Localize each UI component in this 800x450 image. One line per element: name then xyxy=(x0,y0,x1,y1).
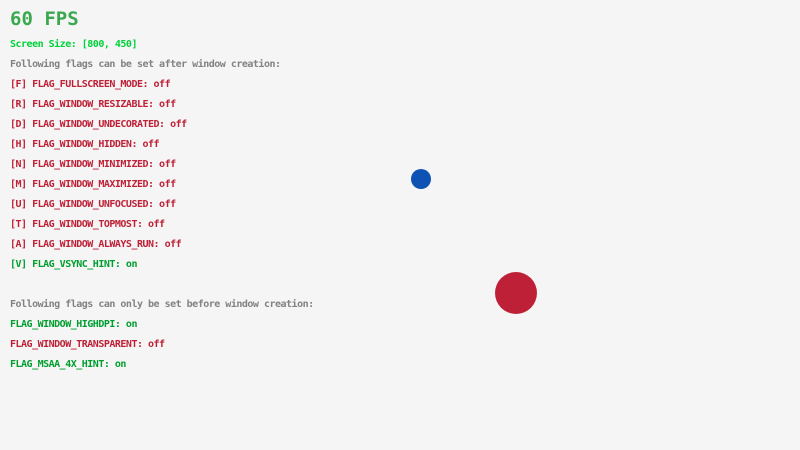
fps-counter: 60 FPS xyxy=(10,8,79,30)
red-ball xyxy=(495,272,537,314)
flag-window-always-run: [A] FLAG_WINDOW_ALWAYS_RUN: off xyxy=(10,239,182,250)
flag-window-unfocused: [U] FLAG_WINDOW_UNFOCUSED: off xyxy=(10,199,176,210)
flag-window-transparent: FLAG_WINDOW_TRANSPARENT: off xyxy=(10,339,165,350)
flag-window-resizable: [R] FLAG_WINDOW_RESIZABLE: off xyxy=(10,99,176,110)
flag-window-undecorated: [D] FLAG_WINDOW_UNDECORATED: off xyxy=(10,119,187,130)
flag-msaa-4x-hint: FLAG_MSAA_4X_HINT: on xyxy=(10,359,126,370)
blue-ball xyxy=(411,169,431,189)
flag-window-maximized: [M] FLAG_WINDOW_MAXIMIZED: off xyxy=(10,179,176,190)
flag-vsync-hint: [V] FLAG_VSYNC_HINT: on xyxy=(10,259,137,270)
after-creation-flag-list: [F] FLAG_FULLSCREEN_MODE: off [R] FLAG_W… xyxy=(10,79,187,279)
flag-window-topmost: [T] FLAG_WINDOW_TOPMOST: off xyxy=(10,219,165,230)
flag-window-hidden: [H] FLAG_WINDOW_HIDDEN: off xyxy=(10,139,160,150)
before-creation-heading: Following flags can only be set before w… xyxy=(10,299,314,310)
before-creation-flag-list: FLAG_WINDOW_HIGHDPI: on FLAG_WINDOW_TRAN… xyxy=(10,319,165,379)
after-creation-heading: Following flags can be set after window … xyxy=(10,59,281,70)
flag-fullscreen-mode: [F] FLAG_FULLSCREEN_MODE: off xyxy=(10,79,171,90)
flag-window-minimized: [N] FLAG_WINDOW_MINIMIZED: off xyxy=(10,159,176,170)
screen-size-label: Screen Size: [800, 450] xyxy=(10,39,137,50)
flag-window-highdpi: FLAG_WINDOW_HIGHDPI: on xyxy=(10,319,137,330)
